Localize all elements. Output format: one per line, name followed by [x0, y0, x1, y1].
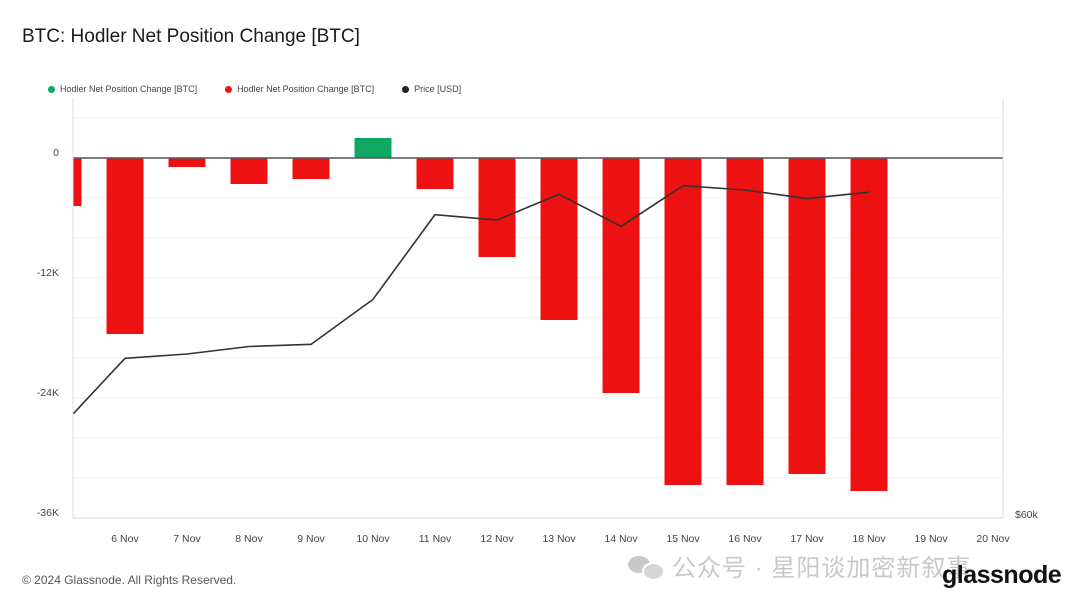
- bar: [850, 158, 888, 491]
- y-tick-label: 0: [53, 147, 59, 159]
- legend-label: Hodler Net Position Change [BTC]: [237, 84, 375, 94]
- legend-item-price[interactable]: Price [USD]: [402, 84, 461, 94]
- x-tick-label: 19 Nov: [914, 533, 948, 545]
- legend-item-positive[interactable]: Hodler Net Position Change [BTC]: [48, 84, 197, 94]
- chat-bubble-icon: [628, 553, 665, 581]
- chart-title: BTC: Hodler Net Position Change [BTC]: [22, 26, 360, 47]
- x-tick-label: 11 Nov: [419, 533, 452, 545]
- copyright-text: © 2024 Glassnode. All Rights Reserved.: [22, 573, 237, 587]
- right-axis-tick-label: $60k: [1015, 509, 1039, 521]
- x-tick-label: 18 Nov: [852, 533, 886, 545]
- watermark: 公众号 · 星阳谈加密新叙事: [628, 548, 971, 583]
- price-line-group: [72, 184, 870, 415]
- x-tick-label: 15 Nov: [666, 533, 700, 545]
- x-tick-label: 17 Nov: [790, 533, 824, 545]
- bar: [230, 158, 268, 184]
- bar: [416, 158, 454, 189]
- x-tick-label: 12 Nov: [480, 533, 514, 545]
- legend-label: Hodler Net Position Change [BTC]: [60, 84, 198, 94]
- bar: [478, 158, 516, 257]
- bar: [73, 158, 82, 206]
- axes: 0 -12K -24K -36K $60k 6 Nov 7 Nov 8 Nov 9 Nov 10 …: [37, 98, 1039, 545]
- legend-dot-black: [402, 85, 410, 93]
- bar: [354, 138, 392, 158]
- x-tick-label: 7 Nov: [173, 533, 201, 545]
- y-tick-label: -24K: [37, 387, 59, 399]
- bar: [664, 158, 702, 485]
- bar: [602, 158, 640, 393]
- chart-legend: Hodler Net Position Change [BTC] Hodler …: [48, 84, 461, 94]
- x-tick-label: 9 Nov: [297, 533, 325, 545]
- legend-label: Price [USD]: [414, 84, 462, 94]
- x-tick-label: 13 Nov: [542, 533, 576, 545]
- bar: [168, 158, 206, 167]
- y-tick-label: -12K: [37, 267, 59, 279]
- bar: [106, 158, 144, 334]
- x-tick-label: 16 Nov: [728, 533, 762, 545]
- price-line: [72, 184, 870, 415]
- x-tick-label: 10 Nov: [356, 533, 390, 545]
- bar: [292, 158, 330, 179]
- bar: [540, 158, 578, 320]
- glassnode-logo[interactable]: glassnode: [942, 561, 1062, 589]
- y-tick-label: -36K: [37, 507, 59, 519]
- x-tick-label: 6 Nov: [111, 533, 139, 545]
- watermark-text: 公众号 · 星阳谈加密新叙事: [672, 555, 972, 582]
- x-tick-label: 8 Nov: [235, 533, 263, 545]
- bars: [73, 138, 888, 491]
- x-tick-label: 20 Nov: [976, 533, 1010, 545]
- legend-item-negative[interactable]: Hodler Net Position Change [BTC]: [225, 84, 374, 94]
- legend-dot-green: [48, 85, 55, 93]
- x-tick-label: 14 Nov: [604, 533, 638, 545]
- bar: [726, 158, 764, 485]
- legend-dot-red: [225, 85, 233, 93]
- bar: [788, 158, 826, 474]
